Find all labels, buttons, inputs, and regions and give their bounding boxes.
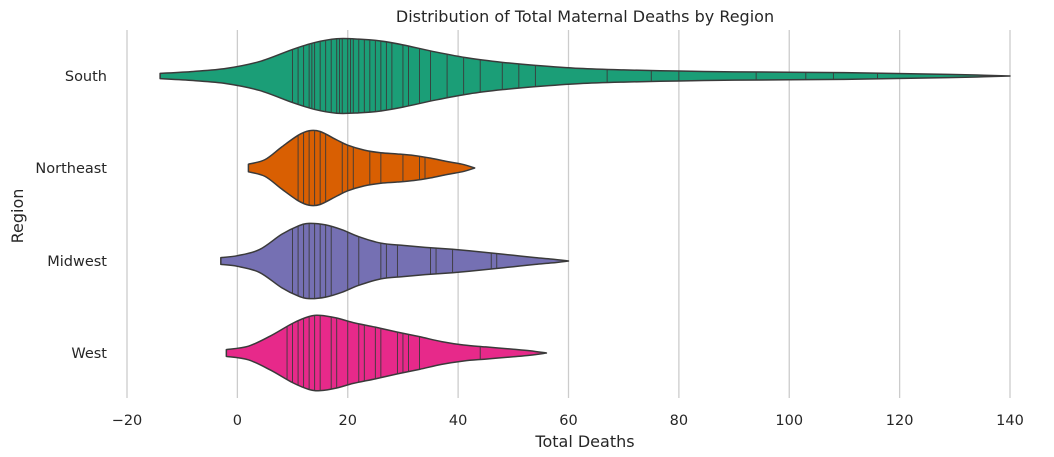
category-label: South (65, 69, 107, 85)
x-axis-ticks: −20 0 20 40 60 80 100 120 140 (112, 413, 1024, 429)
violin-west (225, 314, 548, 392)
x-tick-label: −20 (112, 413, 143, 429)
x-tick-label: 120 (886, 413, 914, 429)
x-tick-label: 0 (233, 413, 242, 429)
x-tick-label: 60 (559, 413, 577, 429)
category-label: Northeast (35, 161, 107, 177)
violin-body (247, 129, 476, 207)
chart-title: Distribution of Total Maternal Deaths by… (396, 7, 774, 26)
x-tick-label: 80 (670, 413, 688, 429)
violin-body (159, 37, 1011, 115)
violin-body (220, 222, 570, 300)
violin-body (225, 314, 548, 392)
category-label: West (71, 346, 107, 362)
x-tick-label: 20 (339, 413, 357, 429)
x-axis-label: Total Deaths (534, 432, 634, 451)
y-axis-categories: South Northeast Midwest West (35, 69, 107, 362)
x-tick-label: 40 (449, 413, 467, 429)
x-tick-label: 140 (996, 413, 1024, 429)
violin-south (159, 37, 1011, 115)
y-axis-label: Region (8, 189, 27, 244)
category-label: Midwest (47, 254, 107, 270)
x-tick-label: 100 (775, 413, 803, 429)
violin-midwest (220, 222, 570, 300)
violins (159, 37, 1011, 392)
violin-northeast (247, 129, 476, 207)
